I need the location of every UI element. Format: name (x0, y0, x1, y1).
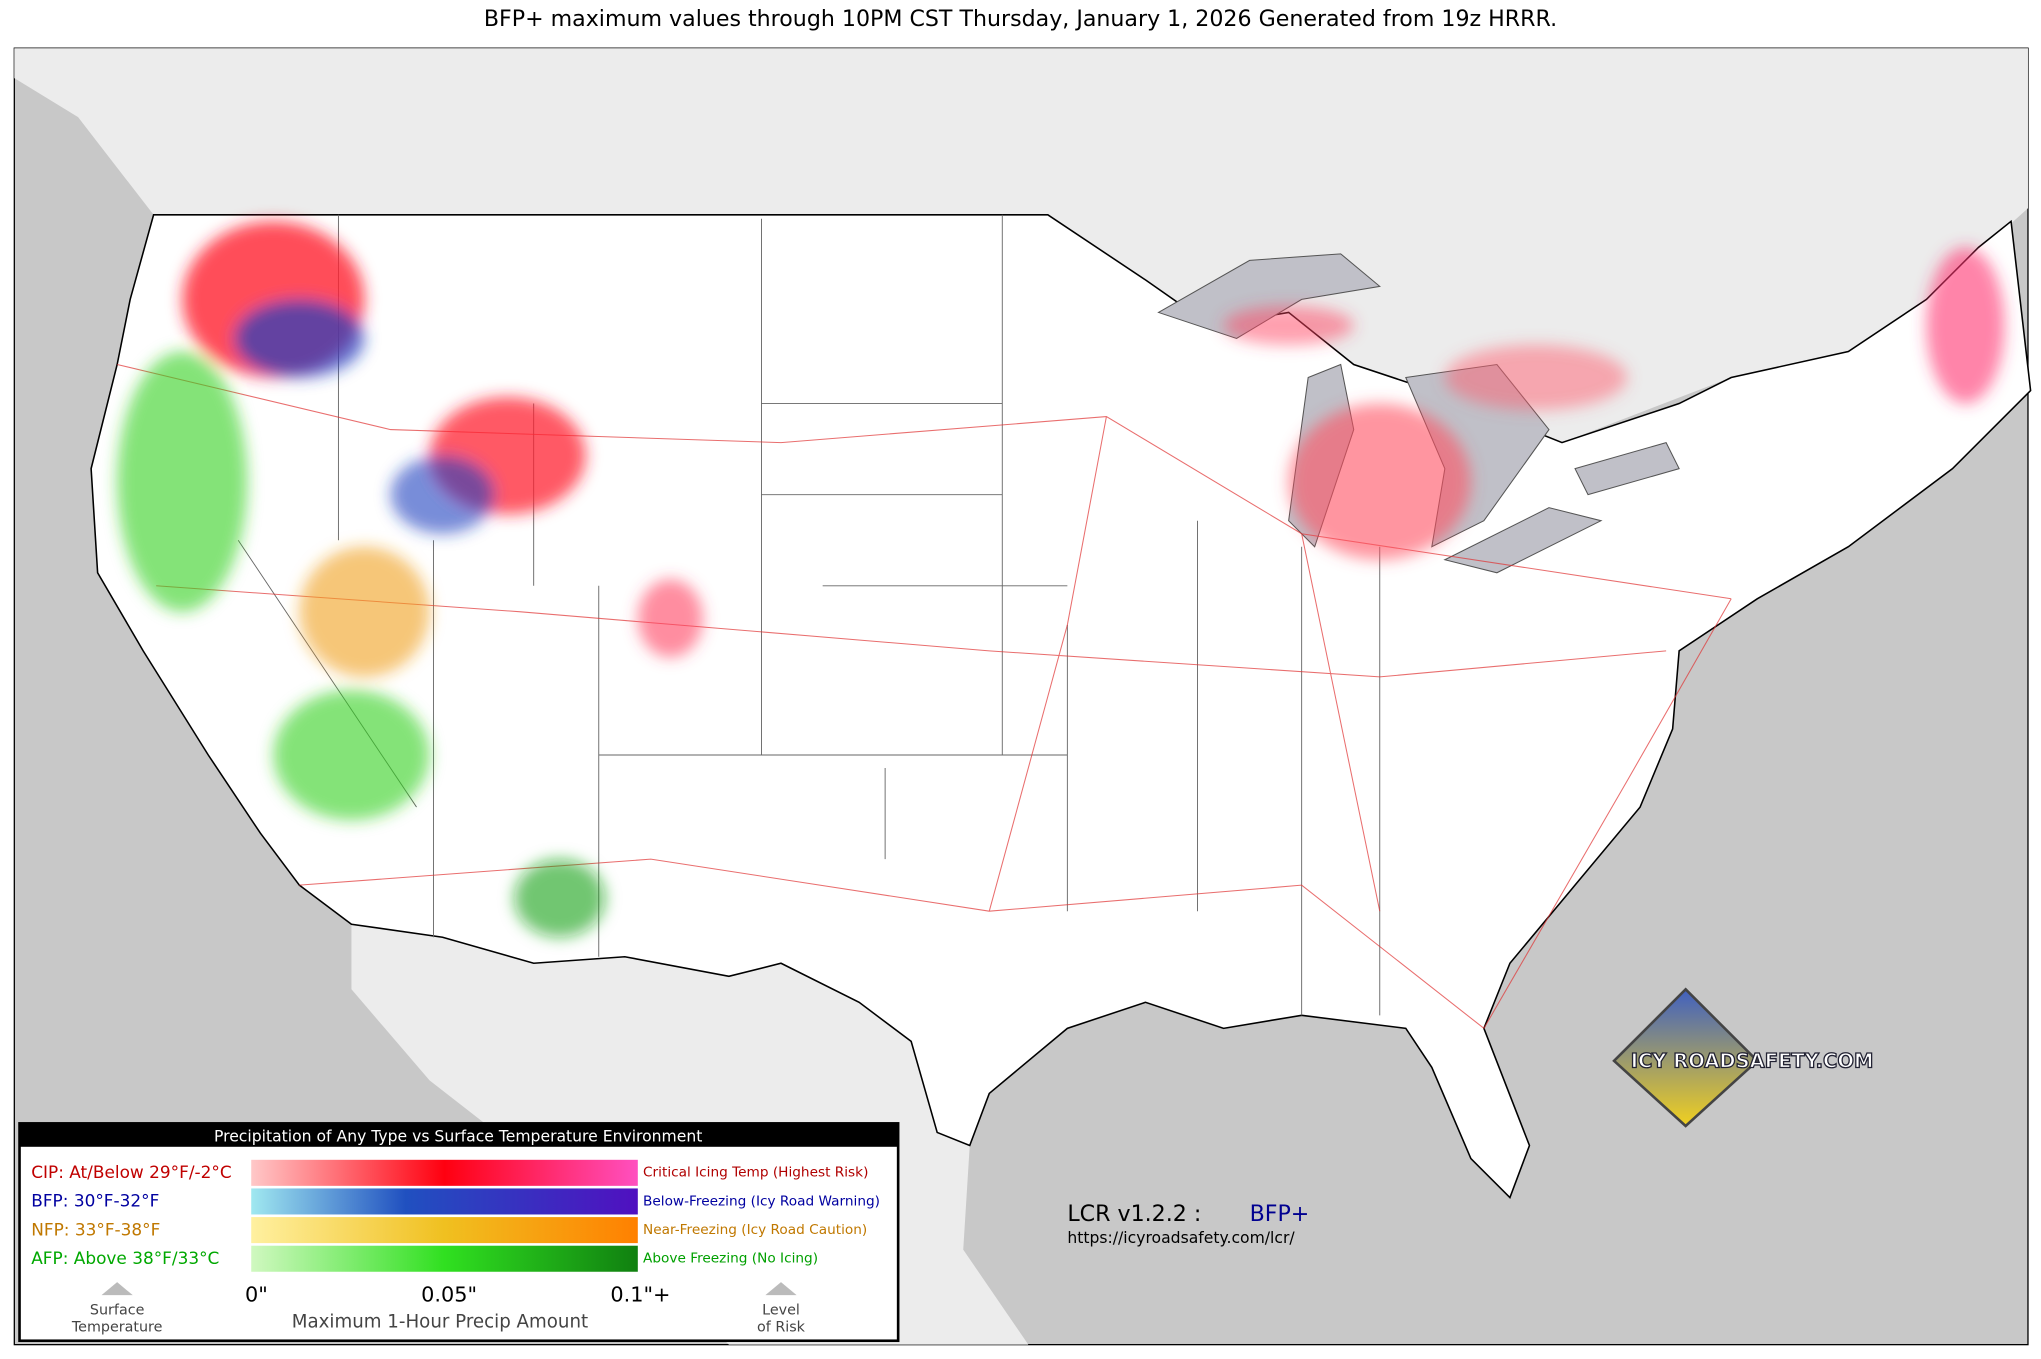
legend-gradient (251, 1188, 638, 1215)
axis-label: Maximum 1-Hour Precip Amount (292, 1312, 588, 1333)
legend-description: Below-Freezing (Icy Road Warning) (643, 1193, 880, 1209)
logo-text: ICY ROADSAFETY.COM (1631, 1049, 1874, 1072)
precip (117, 221, 2005, 938)
legend-gradient (251, 1217, 638, 1244)
url: https://icyroadsafety.com/lcr/ (1067, 1229, 1295, 1247)
right-note: of Risk (757, 1320, 806, 1336)
legend-label: AFP: Above 38°F/33°C (31, 1248, 219, 1268)
legend-rows: CIP: At/Below 29°F/-2°C Critical Icing Te… (31, 1159, 880, 1336)
scale-label: 0" (245, 1283, 268, 1307)
scale-label: 0.05" (421, 1283, 477, 1307)
legend-header: Precipitation of Any Type vs Surface Tem… (214, 1128, 702, 1146)
legend-description: Above Freezing (No Icing) (643, 1251, 818, 1267)
legend-gradient (251, 1245, 638, 1272)
legend-label: BFP: 30°F-32°F (31, 1191, 159, 1211)
legend-label: NFP: 33°F-38°F (31, 1219, 160, 1239)
right-note: Level (762, 1303, 800, 1319)
legend-description: Critical Icing Temp (Highest Risk) (643, 1165, 868, 1181)
legend-gradient (251, 1159, 638, 1186)
canada (14, 48, 2028, 443)
map-title: BFP+ maximum values through 10PM CST Thu… (484, 6, 1557, 32)
left-note: Surface (90, 1303, 145, 1319)
version: LCR v1.2.2 : (1067, 1201, 1201, 1227)
legend: Precipitation of Any Type vs Surface Tem… (18, 1122, 900, 1343)
product: BFP+ (1250, 1201, 1310, 1227)
legend-description: Near-Freezing (Icy Road Caution) (643, 1222, 867, 1238)
logo: ICY ROADSAFETY.COM (1612, 987, 1874, 1128)
scale-label: 0.1"+ (610, 1283, 670, 1307)
legend-label: CIP: At/Below 29°F/-2°C (31, 1162, 231, 1182)
left-note: Temperature (71, 1320, 163, 1336)
highways (117, 363, 1732, 1029)
